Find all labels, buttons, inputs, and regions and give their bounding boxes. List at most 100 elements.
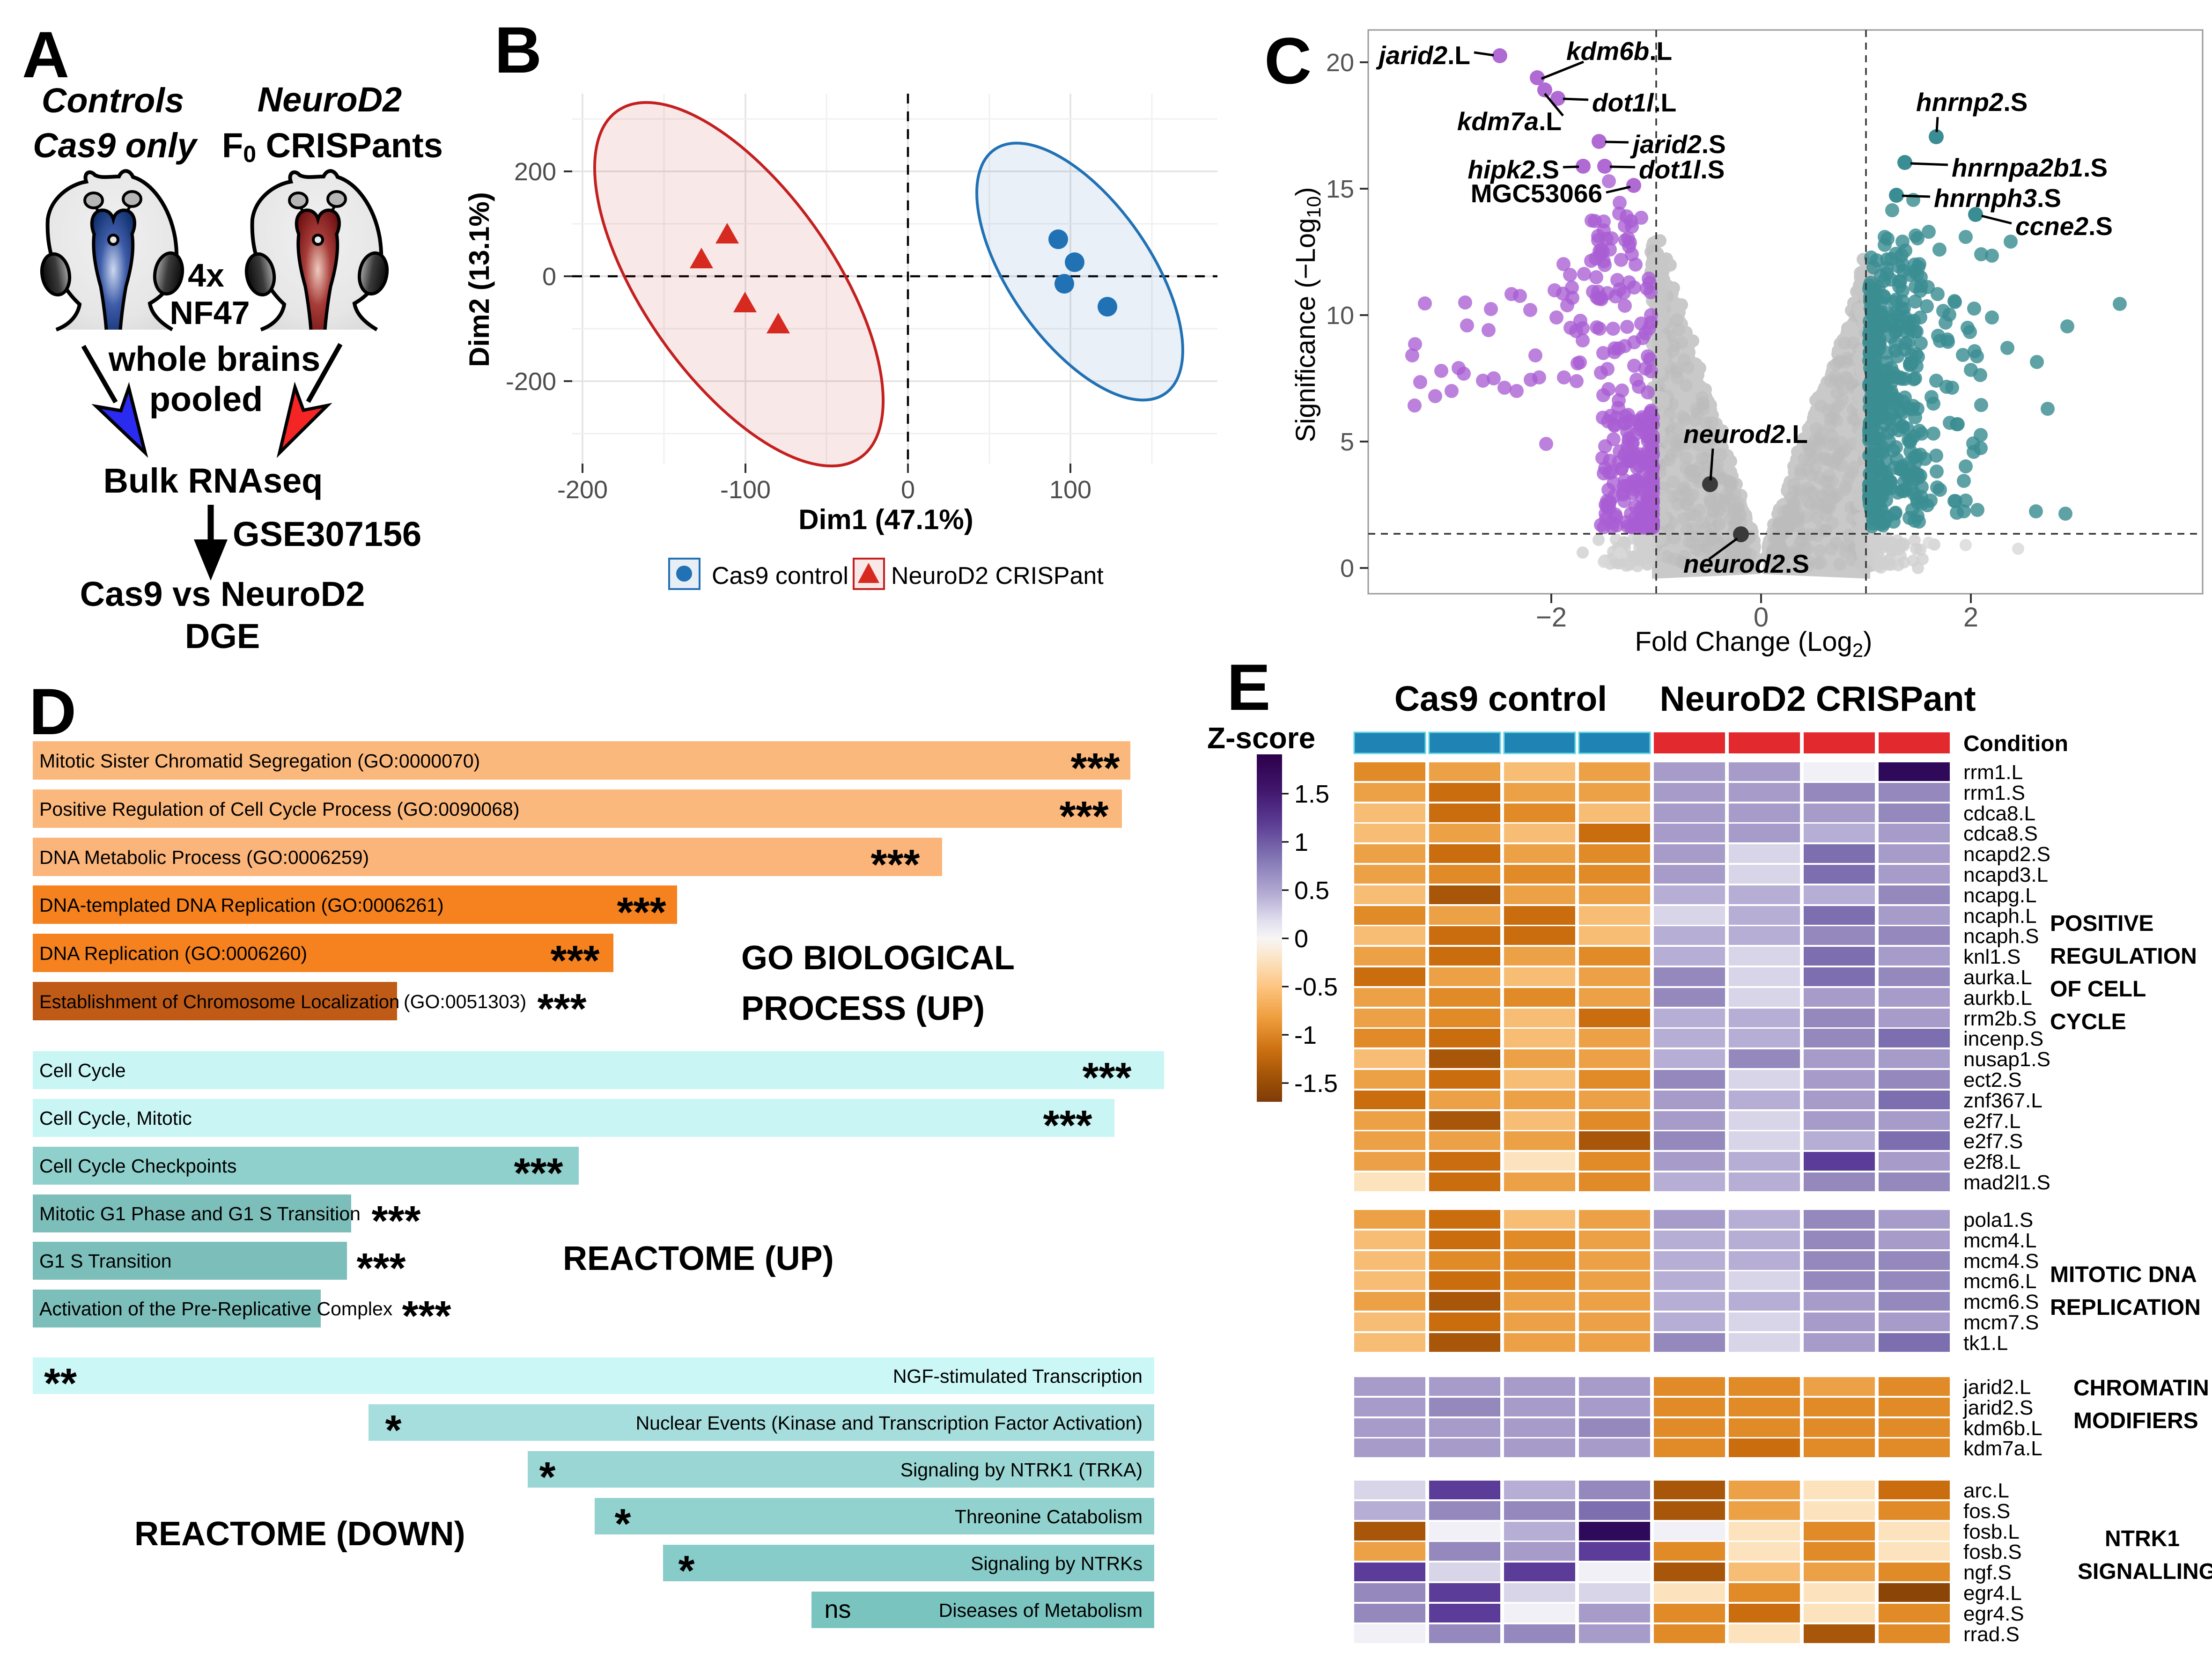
svg-text:hnrnph3.S: hnrnph3.S — [1934, 184, 2061, 213]
svg-text:1.5: 1.5 — [1294, 780, 1329, 808]
svg-text:pola1.S: pola1.S — [1963, 1209, 2033, 1231]
svg-text:e2f7.S: e2f7.S — [1963, 1130, 2023, 1153]
svg-text:NTRK1: NTRK1 — [2105, 1526, 2180, 1551]
svg-text:Cas9 control: Cas9 control — [1394, 679, 1607, 718]
svg-text:NeuroD2 CRISPant: NeuroD2 CRISPant — [1659, 679, 1976, 718]
svg-text:MODIFIERS: MODIFIERS — [2073, 1408, 2198, 1433]
svg-text:Cas9 control: Cas9 control — [712, 562, 848, 590]
svg-text:rrm1.S: rrm1.S — [1963, 782, 2025, 804]
svg-text:rrm2b.S: rrm2b.S — [1963, 1007, 2036, 1030]
svg-text:ncapd3.L: ncapd3.L — [1963, 863, 2048, 886]
svg-text:knl1.S: knl1.S — [1963, 945, 2020, 968]
svg-text:***: *** — [402, 1293, 451, 1340]
svg-text:POSITIVE: POSITIVE — [2050, 911, 2153, 936]
svg-text:Threonine Catabolism: Threonine Catabolism — [955, 1506, 1143, 1527]
svg-text:kdm7a.L: kdm7a.L — [1457, 107, 1562, 136]
svg-text:jarid2.L: jarid2.L — [1376, 41, 1470, 70]
svg-text:e2f8.L: e2f8.L — [1963, 1150, 2020, 1173]
svg-text:***: *** — [550, 937, 599, 984]
svg-text:Establishment of Chromosome Lo: Establishment of Chromosome Localization — [39, 992, 399, 1012]
svg-text:***: *** — [1070, 745, 1120, 792]
svg-text:-200: -200 — [506, 368, 556, 396]
svg-text:hipk2.S: hipk2.S — [1467, 155, 1559, 184]
svg-text:neurod2.L: neurod2.L — [1683, 420, 1808, 449]
svg-text:egr4.L: egr4.L — [1963, 1582, 2022, 1605]
svg-text:pooled: pooled — [149, 380, 263, 419]
svg-text:0: 0 — [1754, 602, 1769, 633]
svg-text:(GO:0051303): (GO:0051303) — [404, 991, 526, 1012]
svg-text:mcm6.L: mcm6.L — [1963, 1270, 2036, 1293]
svg-text:kdm6b.L: kdm6b.L — [1963, 1417, 2042, 1440]
svg-text:Activation of the Pre-Replicat: Activation of the Pre-Replicative Comple… — [39, 1298, 393, 1320]
svg-text:A: A — [22, 18, 69, 91]
svg-text:ccne2.S: ccne2.S — [2015, 212, 2113, 241]
svg-text:mcm6.S: mcm6.S — [1963, 1290, 2039, 1313]
svg-text:Cell Cycle Checkpoints: Cell Cycle Checkpoints — [39, 1155, 237, 1177]
svg-text:1: 1 — [1294, 828, 1308, 856]
svg-text:Condition: Condition — [1963, 731, 2068, 756]
svg-text:Nuclear Events (Kinase and Tra: Nuclear Events (Kinase and Transcription… — [636, 1412, 1143, 1434]
svg-text:10: 10 — [1326, 302, 1354, 330]
svg-text:***: *** — [1043, 1102, 1092, 1149]
svg-text:ncaph.L: ncaph.L — [1963, 905, 2037, 928]
svg-text:fos.S: fos.S — [1963, 1500, 2010, 1523]
svg-text:kdm7a.L: kdm7a.L — [1963, 1437, 2042, 1460]
svg-text:Signaling by NTRK1 (TRKA): Signaling by NTRK1 (TRKA) — [900, 1459, 1143, 1481]
svg-text:jarid2.L: jarid2.L — [1962, 1376, 2031, 1399]
svg-text:tk1.L: tk1.L — [1963, 1332, 2008, 1355]
svg-text:DNA-templated DNA Replication: DNA-templated DNA Replication (GO:000626… — [39, 894, 444, 916]
svg-text:mcm7.S: mcm7.S — [1963, 1311, 2039, 1334]
svg-text:e2f7.L: e2f7.L — [1963, 1110, 2020, 1133]
svg-text:Dim2 (13.1%): Dim2 (13.1%) — [464, 192, 495, 367]
svg-text:Diseases of Metabolism: Diseases of Metabolism — [939, 1600, 1143, 1621]
svg-text:0: 0 — [901, 476, 915, 504]
svg-text:Controls: Controls — [42, 81, 184, 120]
svg-text:cdca8.L: cdca8.L — [1963, 802, 2035, 825]
svg-text:***: *** — [617, 889, 666, 936]
svg-text:***: *** — [1059, 793, 1108, 840]
svg-text:ncapg.L: ncapg.L — [1963, 884, 2037, 907]
svg-text:neurod2.S: neurod2.S — [1683, 549, 1809, 578]
svg-text:***: *** — [371, 1198, 420, 1245]
svg-text:MGC53066: MGC53066 — [1471, 179, 1602, 208]
svg-text:znf367.L: znf367.L — [1963, 1089, 2042, 1112]
svg-text:fosb.L: fosb.L — [1963, 1520, 2020, 1543]
svg-text:jarid2.S: jarid2.S — [1630, 130, 1726, 159]
svg-text:E: E — [1227, 650, 1270, 724]
svg-text:dot1l.L: dot1l.L — [1592, 88, 1676, 117]
svg-text:arc.L: arc.L — [1963, 1479, 2009, 1502]
svg-text:egr4.S: egr4.S — [1963, 1602, 2024, 1625]
svg-text:nusap1.S: nusap1.S — [1963, 1048, 2050, 1071]
svg-text:−2: −2 — [1536, 602, 1567, 633]
svg-text:B: B — [494, 13, 542, 87]
svg-text:cdca8.S: cdca8.S — [1963, 822, 2038, 845]
svg-text:*: * — [614, 1501, 631, 1548]
svg-text:GSE307156: GSE307156 — [233, 515, 421, 553]
svg-text:*: * — [539, 1454, 555, 1501]
svg-text:***: *** — [1082, 1054, 1131, 1101]
svg-text:REACTOME (DOWN): REACTOME (DOWN) — [134, 1515, 465, 1553]
svg-text:Fold Change (Log2): Fold Change (Log2) — [1635, 627, 1873, 661]
svg-text:NeuroD2: NeuroD2 — [258, 80, 402, 119]
svg-text:-0.5: -0.5 — [1294, 973, 1338, 1001]
svg-text:Cell Cycle: Cell Cycle — [39, 1060, 126, 1081]
svg-text:Cas9 only: Cas9 only — [33, 126, 198, 165]
svg-text:GO BIOLOGICAL: GO BIOLOGICAL — [741, 939, 1015, 977]
svg-text:4x: 4x — [188, 257, 224, 294]
svg-text:Cell Cycle, Mitotic: Cell Cycle, Mitotic — [39, 1107, 192, 1129]
svg-text:NF47: NF47 — [170, 295, 250, 331]
svg-text:rrad.S: rrad.S — [1963, 1623, 2020, 1646]
svg-text:Signaling by NTRKs: Signaling by NTRKs — [971, 1553, 1143, 1574]
svg-text:CHROMATIN: CHROMATIN — [2073, 1376, 2209, 1401]
svg-text:-200: -200 — [557, 476, 608, 504]
svg-text:hnrnp2.S: hnrnp2.S — [1916, 88, 2028, 117]
svg-text:***: *** — [356, 1245, 406, 1292]
svg-text:200: 200 — [514, 158, 556, 186]
svg-text:Z-score: Z-score — [1207, 721, 1315, 755]
svg-text:-100: -100 — [720, 476, 771, 504]
svg-text:mcm4.S: mcm4.S — [1963, 1250, 2039, 1273]
svg-text:MITOTIC DNA: MITOTIC DNA — [2050, 1262, 2197, 1287]
svg-text:Mitotic G1 Phase and G1 S Tran: Mitotic G1 Phase and G1 S Transition — [39, 1203, 361, 1224]
svg-text:kdm6b.L: kdm6b.L — [1566, 37, 1672, 66]
svg-text:-1: -1 — [1294, 1021, 1317, 1049]
